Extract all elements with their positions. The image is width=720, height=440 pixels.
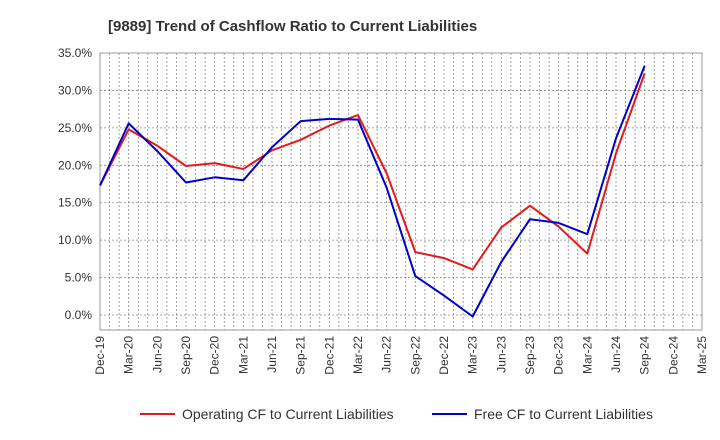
x-tick-label: Dec-22: [437, 336, 451, 375]
grid: [99, 52, 703, 330]
x-tick-label: Jun-20: [150, 336, 164, 373]
x-tick-label: Jun-22: [380, 336, 394, 373]
y-axis: 0.0% 5.0% 10.0% 15.0% 20.0% 25.0% 30.0% 35.0%: [58, 46, 92, 322]
x-tick-label: Dec-23: [552, 336, 566, 375]
x-tick-label: Dec-19: [93, 336, 107, 375]
x-tick-label: Dec-21: [322, 336, 336, 375]
x-tick-label: Sep-22: [408, 336, 422, 375]
x-axis: Dec-19 Mar-20 Jun-20 Sep-20 Dec-20 Mar-21 Jun-…: [93, 336, 709, 375]
x-tick-label: Mar-21: [236, 336, 250, 374]
x-tick-label: Dec-20: [208, 336, 222, 375]
x-tick-label: Sep-24: [638, 336, 652, 375]
y-tick-label: 10.0%: [58, 233, 92, 247]
series-line-1: [99, 65, 646, 318]
legend: Operating CF to Current Liabilities Free…: [140, 406, 653, 422]
series-layer: [99, 65, 646, 318]
y-tick-label: 35.0%: [58, 46, 92, 60]
legend-label-operating-cf: Operating CF to Current Liabilities: [182, 406, 394, 422]
x-tick-label: Sep-20: [179, 336, 193, 375]
x-tick-label: Mar-23: [466, 336, 480, 374]
plot-frame: [99, 52, 703, 331]
x-tick-label: Sep-21: [294, 336, 308, 375]
y-tick-label: 25.0%: [58, 121, 92, 135]
legend-label-free-cf: Free CF to Current Liabilities: [474, 406, 653, 422]
x-tick-label: Jun-21: [265, 336, 279, 373]
chart-title: [9889] Trend of Cashflow Ratio to Curren…: [108, 18, 477, 35]
x-tick-label: Mar-25: [695, 336, 709, 374]
x-tick-label: Jun-24: [609, 336, 623, 373]
x-tick-label: Mar-20: [122, 336, 136, 374]
y-tick-label: 0.0%: [65, 308, 93, 322]
x-tick-label: Sep-23: [523, 336, 537, 375]
y-tick-label: 30.0%: [58, 83, 92, 97]
x-tick-label: Mar-24: [580, 336, 594, 374]
x-tick-label: Mar-22: [351, 336, 365, 374]
y-tick-label: 5.0%: [65, 271, 93, 285]
y-tick-label: 15.0%: [58, 196, 92, 210]
x-tick-label: Jun-23: [494, 336, 508, 373]
y-tick-label: 20.0%: [58, 158, 92, 172]
x-tick-label: Dec-24: [666, 336, 680, 375]
